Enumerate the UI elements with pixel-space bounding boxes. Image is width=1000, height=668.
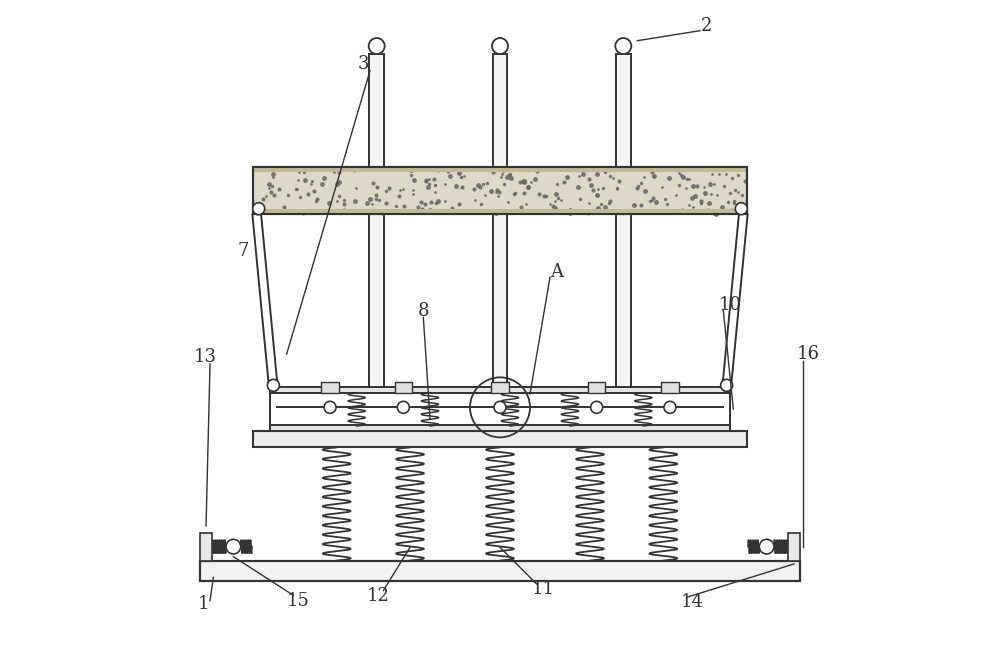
Bar: [588, 382, 605, 393]
Bar: [369, 54, 384, 391]
Text: 7: 7: [238, 242, 249, 260]
Text: 11: 11: [532, 580, 555, 599]
Bar: [253, 168, 747, 214]
Circle shape: [494, 401, 506, 413]
Circle shape: [324, 401, 336, 413]
Bar: [616, 54, 631, 391]
Text: 12: 12: [367, 587, 390, 605]
Bar: [369, 376, 384, 393]
Text: 13: 13: [194, 348, 217, 366]
Text: 14: 14: [681, 593, 703, 611]
Circle shape: [721, 379, 733, 391]
Bar: [493, 54, 507, 391]
Bar: [253, 431, 747, 448]
Bar: [395, 382, 412, 393]
Text: 1: 1: [198, 595, 209, 613]
Text: 3: 3: [358, 55, 369, 73]
Circle shape: [492, 38, 508, 54]
Text: 2: 2: [701, 17, 712, 35]
Text: 10: 10: [718, 297, 741, 315]
Bar: [321, 382, 339, 393]
Circle shape: [226, 539, 241, 554]
Circle shape: [267, 379, 279, 391]
Bar: [270, 425, 730, 431]
Circle shape: [615, 38, 631, 54]
Bar: [493, 376, 507, 393]
Bar: [253, 209, 747, 214]
Text: 16: 16: [796, 345, 819, 363]
Bar: [491, 382, 509, 393]
Bar: [253, 168, 747, 172]
Circle shape: [397, 401, 409, 413]
Bar: [200, 560, 800, 580]
Bar: [200, 532, 212, 560]
Circle shape: [253, 202, 265, 214]
Bar: [661, 382, 679, 393]
Bar: [616, 376, 631, 393]
Circle shape: [369, 38, 385, 54]
Circle shape: [664, 401, 676, 413]
Text: A: A: [550, 263, 563, 281]
Bar: [270, 387, 730, 393]
Circle shape: [591, 401, 603, 413]
Circle shape: [759, 539, 774, 554]
Bar: [253, 168, 747, 214]
Text: 15: 15: [287, 592, 310, 610]
Circle shape: [735, 202, 747, 214]
Text: 8: 8: [418, 302, 429, 320]
Bar: [788, 532, 800, 560]
